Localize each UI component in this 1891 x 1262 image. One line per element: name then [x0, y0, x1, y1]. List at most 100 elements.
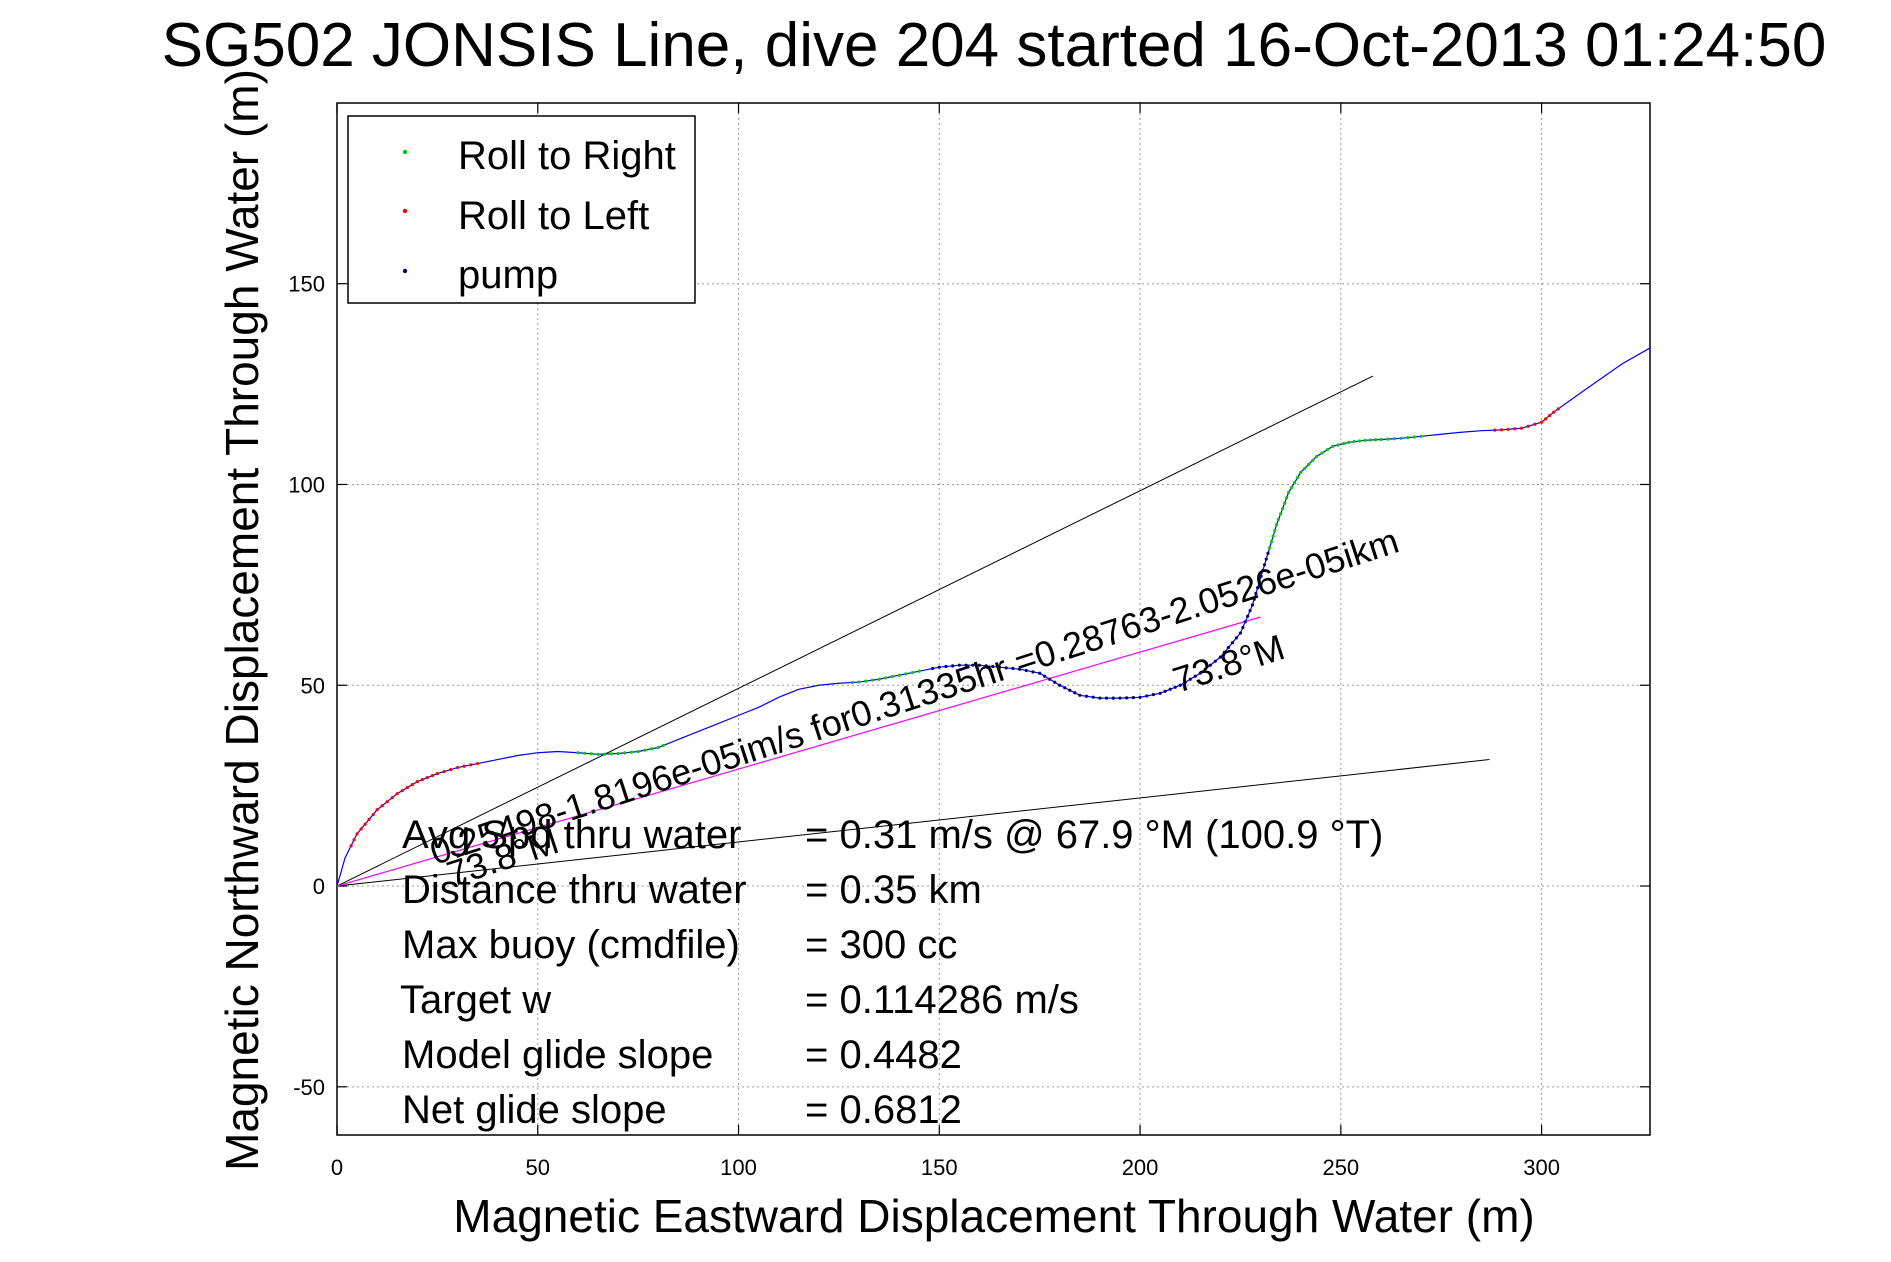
track-marker — [1168, 687, 1172, 691]
x-tick-label: 250 — [1322, 1155, 1359, 1180]
track-marker — [1259, 574, 1263, 578]
track-marker — [1299, 470, 1303, 475]
info-label-net-glide: Net glide slope — [402, 1088, 667, 1132]
track-marker — [944, 664, 948, 669]
track-marker — [390, 796, 394, 800]
track-marker — [904, 672, 908, 676]
track-marker — [1203, 667, 1207, 671]
track-marker — [656, 745, 660, 750]
track-marker — [1556, 407, 1560, 411]
track-marker — [380, 804, 384, 808]
track-marker — [1234, 636, 1239, 640]
track-marker — [1104, 696, 1109, 700]
track-marker — [1276, 517, 1281, 521]
track-marker — [355, 832, 359, 836]
track-marker — [1268, 545, 1272, 550]
track-marker — [1091, 695, 1095, 699]
track-marker — [462, 764, 466, 768]
track-marker — [576, 751, 580, 755]
info-value-max-buoy: = 300 cc — [805, 923, 957, 967]
track-marker — [1208, 663, 1212, 667]
track-marker — [1098, 696, 1102, 700]
info-label-model-glide: Model glide slope — [402, 1033, 713, 1077]
track-marker — [1548, 413, 1552, 418]
info-value-avg-speed: = 0.31 m/s @ 67.9 °M (100.9 °T) — [805, 813, 1383, 857]
track-marker — [1250, 603, 1255, 607]
track-marker — [1273, 528, 1277, 532]
x-tick-label: 0 — [331, 1155, 343, 1180]
track-marker — [850, 680, 854, 685]
track-marker — [977, 663, 982, 667]
track-marker — [1248, 608, 1252, 613]
track-marker — [603, 752, 607, 756]
track-marker — [931, 666, 935, 671]
track-marker — [1506, 427, 1510, 431]
track-marker — [596, 752, 600, 756]
y-tick-label: 100 — [288, 472, 325, 497]
legend-label-roll-right: Roll to Right — [458, 134, 676, 178]
track-marker — [661, 743, 665, 748]
track-marker — [1287, 490, 1291, 495]
info-value-net-glide: = 0.6812 — [805, 1088, 962, 1132]
track-marker — [1257, 580, 1261, 584]
track-marker — [400, 789, 404, 793]
track-marker — [1193, 674, 1197, 678]
track-marker — [405, 786, 409, 790]
track-marker — [951, 664, 955, 668]
track-marker — [1078, 693, 1082, 697]
track-marker — [1352, 440, 1356, 444]
track-marker — [971, 663, 975, 667]
track-marker — [1368, 438, 1372, 442]
track-marker — [1552, 410, 1556, 414]
track-marker — [1125, 696, 1129, 700]
track-marker — [877, 677, 881, 681]
track-marker — [1266, 551, 1270, 555]
track-marker — [1392, 437, 1396, 441]
track-marker — [1281, 506, 1285, 511]
track-marker — [1544, 417, 1548, 421]
track-marker — [897, 673, 901, 677]
track-marker — [1243, 620, 1247, 624]
track-marker — [991, 664, 995, 669]
track-marker — [1499, 428, 1504, 432]
track-marker — [1285, 496, 1289, 500]
x-tick-label: 50 — [526, 1155, 550, 1180]
chart-title: SG502 JONSIS Line, dive 204 started 16-O… — [162, 11, 1827, 80]
track-marker — [1151, 693, 1156, 697]
guide-line — [336, 759, 1490, 887]
plot-area-frame — [336, 102, 1651, 1136]
track-marker — [1278, 512, 1283, 516]
track-marker — [616, 751, 620, 756]
guide-lines — [336, 375, 1490, 887]
track-marker — [1539, 420, 1544, 424]
track-marker — [363, 822, 367, 826]
track-marker — [1307, 462, 1311, 467]
track-marker — [1399, 436, 1403, 440]
track-marker — [1222, 650, 1226, 654]
track-marker — [1252, 597, 1256, 601]
x-axis: 0 50 100 150 200 250 300 — [331, 103, 1560, 1180]
track-marker — [352, 838, 356, 842]
track-marker — [415, 780, 419, 784]
track-marker — [1111, 696, 1115, 700]
track-marker — [1038, 671, 1042, 675]
track-marker — [1017, 667, 1022, 671]
track-marker — [1519, 426, 1524, 430]
track-marker — [1283, 501, 1287, 505]
legend-label-pump: pump — [458, 253, 558, 297]
track-marker — [425, 776, 429, 780]
rotated-annotation-heading-upper: 73.8°M — [1168, 626, 1290, 700]
track-marker — [1158, 691, 1162, 695]
track-marker — [1264, 557, 1268, 561]
track-marker — [857, 680, 861, 684]
track-marker — [410, 783, 414, 787]
track-marker — [643, 748, 647, 752]
track-marker — [1011, 666, 1015, 671]
track-marker — [435, 771, 439, 776]
info-label-max-buoy: Max buoy (cmdfile) — [402, 923, 740, 967]
track-marker — [1024, 668, 1028, 673]
track-marker — [649, 747, 654, 751]
track-marker — [1290, 485, 1294, 490]
track-marker — [469, 763, 473, 767]
track-marker — [1178, 683, 1182, 687]
